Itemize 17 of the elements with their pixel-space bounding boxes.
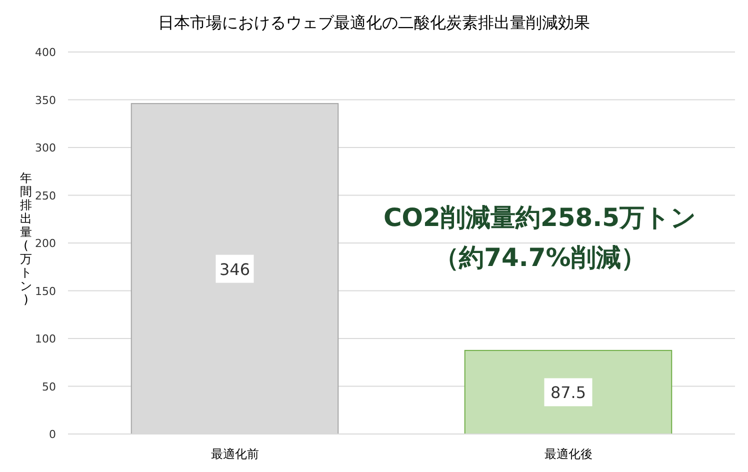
y-tick-label: 250 — [35, 189, 56, 202]
annotation: CO2削減量約258.5万トン — [383, 203, 697, 232]
annotation: （約74.7%削減） — [434, 243, 646, 272]
y-tick-label: 0 — [49, 428, 56, 441]
text: 年間排出量(万トン) — [20, 171, 32, 306]
data-label: 87.5 — [550, 383, 586, 402]
y-tick-label: 100 — [35, 332, 56, 346]
x-tick-label: 最適化前 — [210, 447, 259, 461]
y-tick-label: 400 — [35, 46, 56, 59]
y-tick-label: 300 — [35, 142, 56, 154]
chart-title: 日本市場におけるウェブ最適化の二酸化炭素排出量削減効果 — [158, 13, 590, 32]
y-tick-label: 200 — [35, 237, 56, 250]
y-tick-label: 50 — [42, 380, 56, 394]
x-tick-label: 最適化後 — [544, 447, 592, 461]
y-tick-label: 150 — [35, 284, 56, 298]
y-tick-label: 350 — [35, 94, 56, 107]
data-label: 346 — [219, 260, 250, 279]
